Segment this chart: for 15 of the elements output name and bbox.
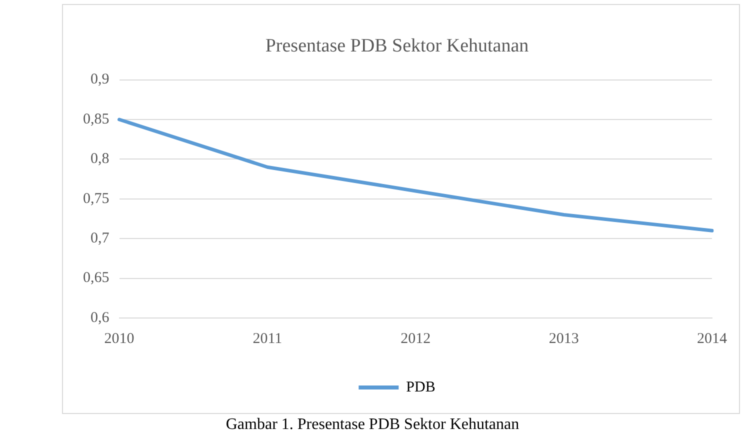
x-tick-label: 2012	[400, 330, 431, 347]
y-tick-label: 0,85	[83, 111, 110, 128]
x-tick-label: 2014	[697, 330, 728, 347]
y-tick-label: 0,8	[90, 151, 110, 168]
x-tick-label: 2011	[252, 330, 282, 347]
y-tick-label: 0,7	[90, 230, 110, 247]
y-tick-label: 0,9	[90, 72, 110, 88]
text: Gambar 1. Presentase PDB Sektor Kehutanan	[224, 416, 520, 434]
y-tick-label: 0,6	[90, 310, 110, 326]
y-tick-label: 0,65	[83, 270, 110, 286]
x-tick-label: 2010	[104, 330, 134, 347]
y-tick-label: 0,75	[83, 190, 110, 207]
chart-title: Presentase PDB Sektor Kehutanan	[265, 35, 530, 56]
x-tick-label: 2013	[548, 330, 579, 347]
legend-label: PDB	[406, 379, 436, 396]
